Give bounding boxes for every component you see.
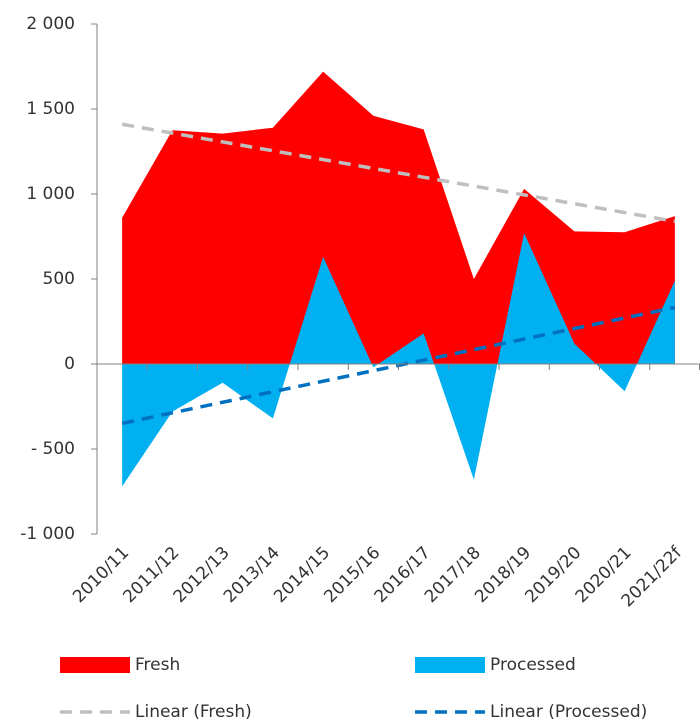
area [122,233,675,487]
legend-label: Processed [490,655,576,675]
y-tick-label: 0 [64,354,75,374]
area [122,71,675,364]
y-tick-label: 1 500 [26,99,75,119]
legend-swatch [60,657,130,673]
y-tick-label: - 500 [31,439,75,459]
legend-label: Linear (Processed) [490,702,647,722]
trendline [121,122,676,224]
legend-label: Fresh [135,655,180,675]
y-tick-label: -1 000 [20,524,75,544]
y-tick-label: 2 000 [26,14,75,34]
y-tick-label: 500 [43,269,75,289]
legend-label: Linear (Fresh) [135,702,252,722]
y-tick-label: 1 000 [26,184,75,204]
legend-swatch [415,657,485,673]
